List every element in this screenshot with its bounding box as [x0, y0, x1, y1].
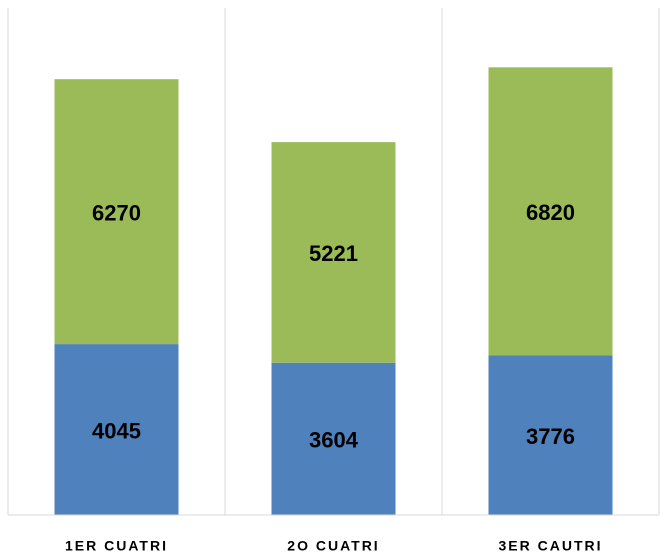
data-label: 4045 — [92, 418, 141, 443]
bar-segment — [271, 362, 396, 515]
x-tick-label: 3ER CAUTRI — [498, 538, 602, 554]
data-label: 6820 — [526, 200, 575, 225]
x-tick-label: 2O CUATRI — [287, 538, 379, 554]
data-label: 3604 — [309, 428, 359, 453]
bar-segment — [271, 142, 396, 363]
bar-segment — [54, 79, 179, 345]
data-label: 3776 — [526, 424, 575, 449]
data-label: 5221 — [309, 241, 358, 266]
bar-segment — [54, 344, 179, 515]
data-label: 6270 — [92, 200, 141, 225]
bar-segment — [488, 67, 613, 356]
bar-segment — [488, 355, 613, 515]
x-tick-label: 1ER CUATRI — [65, 538, 168, 554]
